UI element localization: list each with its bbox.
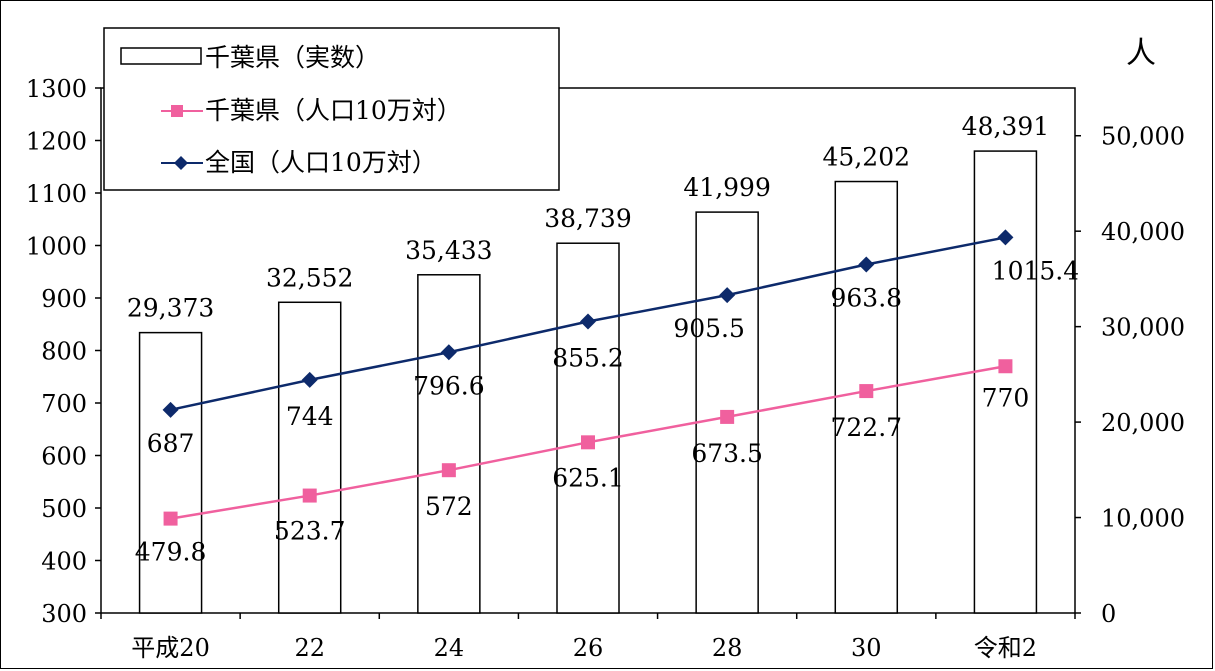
right-axis-tick-label: 40,000 bbox=[1101, 218, 1185, 246]
left-axis-tick-label: 1300 bbox=[26, 75, 87, 103]
diamond-marker bbox=[580, 313, 596, 330]
bar-data-label: 45,202 bbox=[823, 143, 910, 172]
square-marker bbox=[581, 435, 595, 450]
square-marker bbox=[998, 359, 1013, 374]
point-data-label: 796.6 bbox=[413, 371, 485, 400]
x-axis-tick-label: 平成20 bbox=[131, 634, 210, 662]
right-axis-tick-label: 10,000 bbox=[1101, 505, 1185, 533]
left-axis-tick-label: 500 bbox=[41, 495, 87, 523]
square-marker bbox=[302, 488, 317, 503]
bar-data-label: 32,552 bbox=[266, 263, 353, 292]
x-axis-tick-label: 26 bbox=[573, 634, 604, 662]
point-data-label: 673.5 bbox=[691, 439, 763, 468]
diamond-marker bbox=[301, 371, 318, 388]
diamond-marker bbox=[440, 344, 457, 361]
legend-label-bar: 千葉県（実数） bbox=[205, 43, 380, 72]
x-axis-labels: 平成20 22 24 26 28 30 令和2 bbox=[100, 613, 1076, 662]
bar-data-label: 41,999 bbox=[683, 173, 770, 202]
bar-series: 29,373 32,552 35,433 38,739 41,999 45,202 48,3… bbox=[127, 112, 1049, 614]
point-data-label: 1015.4 bbox=[992, 256, 1079, 285]
bar-data-label: 48,391 bbox=[962, 112, 1049, 141]
x-axis-tick-label: 30 bbox=[851, 634, 882, 662]
square-marker bbox=[859, 384, 874, 399]
right-axis-tick-label: 50,000 bbox=[1101, 123, 1185, 151]
x-axis-tick-label: 28 bbox=[712, 634, 743, 662]
diamond-marker bbox=[858, 256, 875, 273]
right-axis-tick-label: 30,000 bbox=[1101, 314, 1185, 342]
legend-square-marker-icon bbox=[171, 105, 183, 117]
diamond-marker bbox=[162, 401, 179, 418]
x-axis-tick-label: 22 bbox=[294, 634, 325, 662]
left-axis-tick-label: 1200 bbox=[26, 128, 87, 156]
legend-label-chiba-rate: 千葉県（人口10万対） bbox=[205, 96, 462, 125]
left-axis: 300 400 500 600 700 800 900 1000 1100 1200 1300 bbox=[26, 75, 101, 628]
point-data-label: 523.7 bbox=[274, 517, 346, 546]
line-series: 479.8 523.7 572 625.1 673.5 722.7 770 687 744 796… bbox=[135, 229, 1079, 567]
legend-diamond-marker-icon bbox=[174, 156, 188, 170]
left-axis-tick-label: 800 bbox=[41, 338, 87, 366]
square-marker bbox=[720, 409, 735, 424]
left-axis-tick-label: 1000 bbox=[26, 233, 87, 261]
bar-data-label: 35,433 bbox=[405, 236, 492, 265]
left-axis-tick-label: 700 bbox=[41, 390, 87, 418]
bar bbox=[417, 274, 481, 614]
point-data-label: 744 bbox=[286, 402, 334, 431]
legend-label-national-rate: 全国（人口10万対） bbox=[205, 148, 437, 177]
square-marker bbox=[441, 463, 456, 478]
left-axis-tick-label: 1100 bbox=[26, 180, 87, 208]
right-axis: 0 10,000 20,000 30,000 40,000 50,000 bbox=[1075, 123, 1185, 628]
left-axis-tick-label: 900 bbox=[41, 285, 87, 313]
square-marker bbox=[163, 511, 178, 526]
right-axis-unit: 人 bbox=[1126, 36, 1156, 71]
right-axis-tick-label: 0 bbox=[1101, 600, 1116, 628]
x-axis-tick-label: 24 bbox=[434, 634, 465, 662]
diamond-marker bbox=[997, 229, 1014, 246]
x-axis-tick-label: 令和2 bbox=[974, 634, 1037, 662]
bar-data-label: 29,373 bbox=[127, 294, 214, 323]
legend-bar-swatch bbox=[120, 47, 202, 65]
point-data-label: 770 bbox=[982, 383, 1030, 412]
diamond-marker bbox=[719, 287, 736, 304]
left-axis-tick-label: 300 bbox=[41, 600, 87, 628]
point-data-label: 572 bbox=[425, 492, 473, 521]
point-data-label: 963.8 bbox=[830, 284, 902, 313]
right-axis-tick-label: 20,000 bbox=[1101, 409, 1185, 437]
bar bbox=[973, 150, 1038, 614]
point-data-label: 722.7 bbox=[830, 413, 902, 442]
point-data-label: 625.1 bbox=[552, 463, 624, 492]
point-data-label: 687 bbox=[147, 429, 195, 458]
bar bbox=[138, 331, 203, 614]
point-data-label: 855.2 bbox=[552, 344, 624, 373]
point-data-label: 905.5 bbox=[673, 314, 745, 343]
point-data-label: 479.8 bbox=[135, 538, 207, 567]
bar bbox=[556, 242, 620, 614]
legend: 千葉県（実数） 千葉県（人口10万対） 全国（人口10万対） bbox=[103, 27, 560, 191]
left-axis-tick-label: 400 bbox=[41, 548, 87, 576]
left-axis-tick-label: 600 bbox=[41, 443, 87, 471]
bar bbox=[277, 301, 342, 614]
bar-data-label: 38,739 bbox=[544, 204, 631, 233]
